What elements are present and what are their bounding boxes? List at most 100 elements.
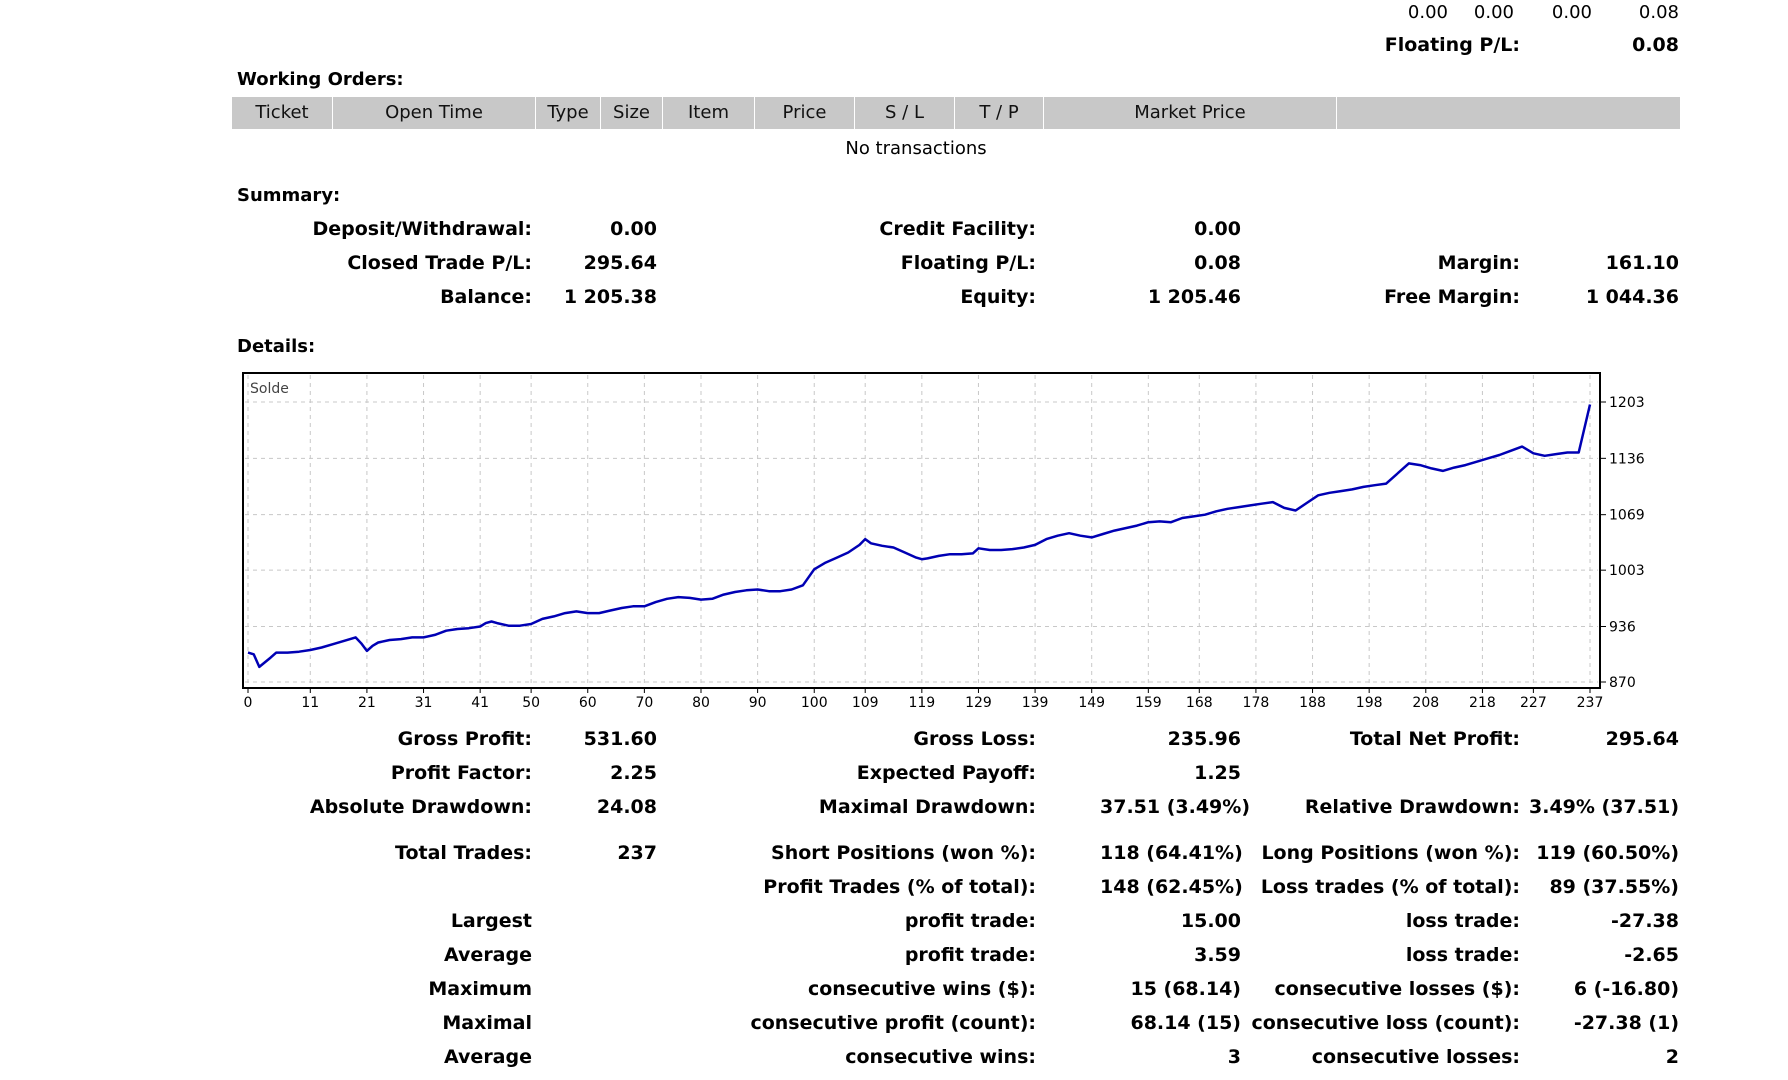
stat-value: -2.65 [1624, 944, 1679, 966]
top-floating-value: 0.08 [1632, 34, 1679, 56]
stat-label: loss trade: [1405, 944, 1520, 966]
stat-label: consecutive losses ($): [1274, 978, 1521, 1000]
summary-label: Credit Facility: [879, 218, 1036, 240]
summary-value: 295.64 [583, 252, 657, 274]
stat-value: 3 [1227, 1046, 1241, 1068]
stat-label: Profit Factor: [390, 762, 532, 784]
x-tick-label: 0 [244, 695, 253, 711]
y-tick-label: 870 [1609, 675, 1636, 691]
stat-value: 295.64 [1605, 728, 1679, 750]
stat-value: 118 (64.41%) [1100, 842, 1243, 864]
orders-table-header [232, 97, 1680, 129]
stat-label: Profit Trades (% of total): [763, 876, 1036, 898]
x-tick-label: 168 [1186, 695, 1213, 711]
col-stop-loss[interactable]: S / L [885, 102, 924, 123]
no-transactions-text: No transactions [845, 138, 987, 159]
summary-value: 1 205.38 [563, 286, 657, 308]
stat-label: consecutive losses: [1311, 1046, 1520, 1068]
stat-label: consecutive loss (count): [1251, 1012, 1520, 1034]
summary-label: Balance: [440, 286, 532, 308]
stat-value: 68.14 (15) [1130, 1012, 1241, 1034]
x-tick-label: 60 [579, 695, 597, 711]
stat-label: Expected Payoff: [856, 762, 1036, 784]
stat-value: 531.60 [583, 728, 657, 750]
top-value-2: 0.00 [1473, 2, 1514, 23]
x-tick-label: 208 [1412, 695, 1439, 711]
stat-label: Loss trades (% of total): [1260, 876, 1520, 898]
stat-label: Total Trades: [395, 842, 532, 864]
stat-label: consecutive wins ($): [807, 978, 1036, 1000]
x-tick-label: 139 [1022, 695, 1049, 711]
summary-title: Summary: [237, 185, 341, 206]
x-tick-label: 90 [749, 695, 767, 711]
top-value-4: 0.08 [1638, 2, 1679, 23]
summary-label: Floating P/L: [900, 252, 1036, 274]
stat-label: consecutive profit (count): [750, 1012, 1036, 1034]
col-type[interactable]: Type [547, 102, 589, 123]
x-tick-label: 50 [522, 695, 540, 711]
stat-value: 15 (68.14) [1130, 978, 1241, 1000]
stat-label: Average [444, 1046, 532, 1068]
x-tick-label: 119 [908, 695, 935, 711]
stat-label: profit trade: [904, 910, 1036, 932]
x-tick-label: 218 [1469, 695, 1496, 711]
balance-chart: 0 11 21 31 41 50 60 70 80 90 100 109 119 129 139 149 159… [242, 372, 1645, 711]
stat-label: Gross Profit: [397, 728, 532, 750]
x-tick-label: 31 [415, 695, 433, 711]
stat-value: 24.08 [596, 796, 657, 818]
stat-label: Total Net Profit: [1349, 728, 1520, 750]
x-tick-label: 100 [801, 695, 828, 711]
col-item[interactable]: Item [688, 102, 729, 123]
x-tick-label: 21 [358, 695, 376, 711]
x-tick-label: 70 [635, 695, 653, 711]
col-take-profit[interactable]: T / P [979, 102, 1019, 123]
stat-label: Absolute Drawdown: [309, 796, 532, 818]
stat-value: 2 [1665, 1046, 1679, 1068]
y-tick-label: 936 [1609, 620, 1636, 636]
y-tick-label: 1003 [1609, 563, 1645, 579]
stat-value: 37.51 (3.49%) [1100, 796, 1250, 818]
x-tick-label: 178 [1243, 695, 1270, 711]
summary-value: 0.08 [1194, 252, 1241, 274]
top-value-1: 0.00 [1407, 2, 1448, 23]
y-tick-label: 1069 [1609, 508, 1645, 524]
stat-label: Average [444, 944, 532, 966]
top-floating-label: Floating P/L: [1384, 34, 1520, 56]
stat-value: 6 (-16.80) [1573, 978, 1679, 1000]
x-tick-label: 188 [1299, 695, 1326, 711]
stat-value: 1.25 [1194, 762, 1241, 784]
col-size[interactable]: Size [613, 102, 650, 123]
stat-label: Gross Loss: [913, 728, 1036, 750]
stat-value: 3.49% (37.51) [1529, 796, 1679, 818]
summary-label: Closed Trade P/L: [347, 252, 532, 274]
col-market-price[interactable]: Market Price [1134, 102, 1246, 123]
col-open-time[interactable]: Open Time [385, 102, 483, 123]
col-ticket[interactable]: Ticket [255, 102, 309, 123]
summary-value: 161.10 [1605, 252, 1679, 274]
x-tick-label: 129 [965, 695, 992, 711]
balance-series-line [247, 404, 1592, 669]
working-orders-title: Working Orders: [237, 69, 404, 90]
stat-label: Largest [450, 910, 532, 932]
summary-label: Equity: [960, 286, 1036, 308]
summary-value: 1 044.36 [1585, 286, 1679, 308]
y-tick-label: 1203 [1609, 395, 1645, 411]
chart-legend: Solde [250, 381, 289, 397]
summary-value: 0.00 [610, 218, 657, 240]
summary-value: 1 205.46 [1147, 286, 1241, 308]
stat-label: Maximal [442, 1012, 532, 1034]
stat-label: Maximal Drawdown: [818, 796, 1036, 818]
stat-value: -27.38 (1) [1573, 1012, 1679, 1034]
x-tick-label: 198 [1356, 695, 1383, 711]
col-price[interactable]: Price [782, 102, 827, 123]
y-tick-label: 1136 [1609, 451, 1645, 467]
stat-label: loss trade: [1405, 910, 1520, 932]
x-tick-label: 11 [301, 695, 319, 711]
x-tick-label: 237 [1577, 695, 1604, 711]
stat-value: 2.25 [610, 762, 657, 784]
stat-value: 119 (60.50%) [1536, 842, 1679, 864]
stat-value: 235.96 [1167, 728, 1241, 750]
x-tick-label: 41 [471, 695, 489, 711]
top-value-3: 0.00 [1551, 2, 1592, 23]
stat-value: 3.59 [1194, 944, 1241, 966]
